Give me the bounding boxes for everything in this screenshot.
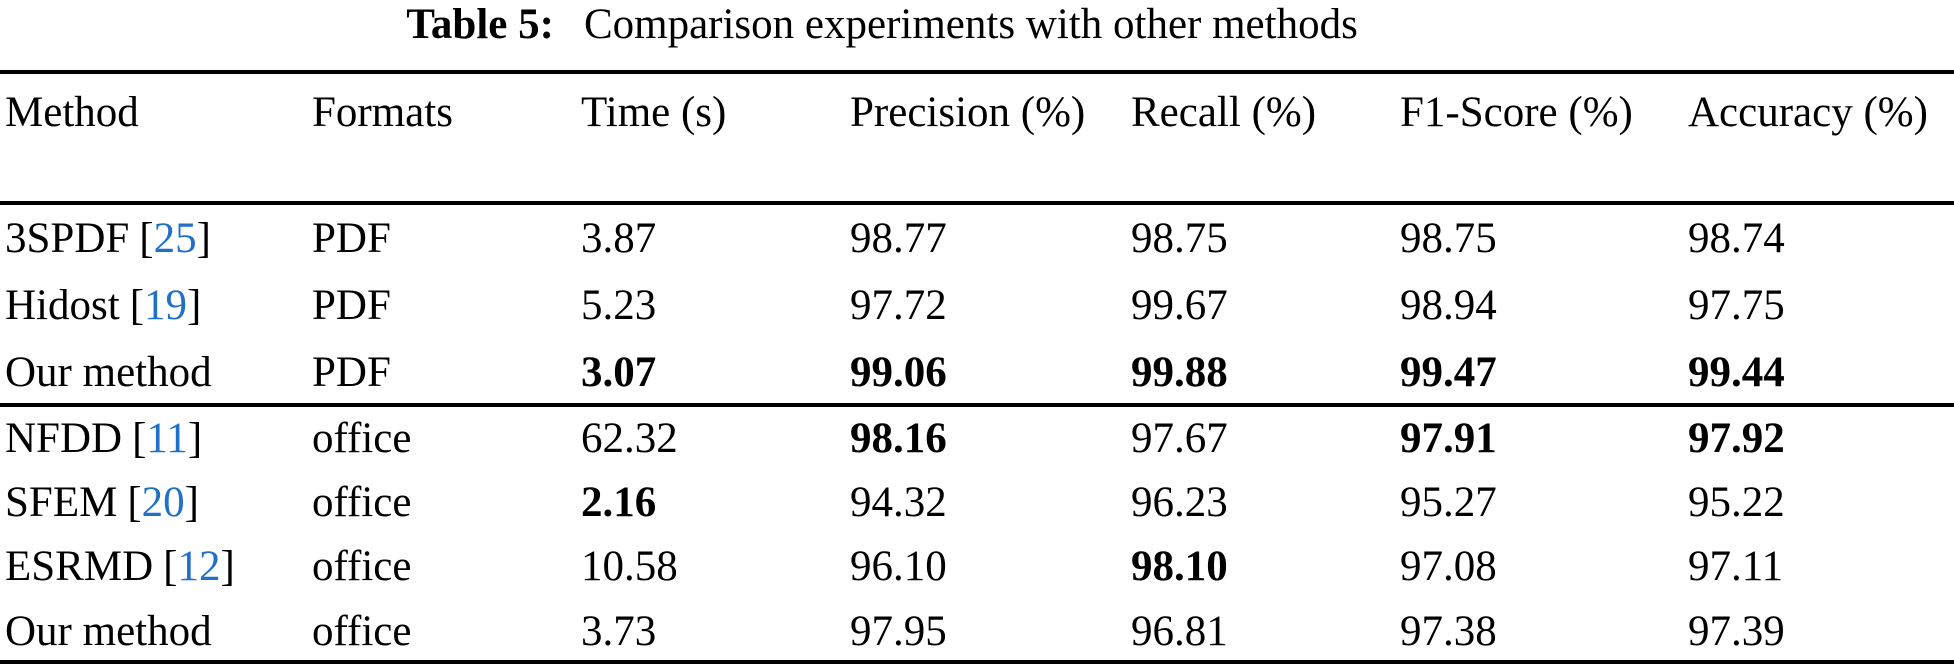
cell-time: 3.73	[581, 607, 657, 655]
header-row: Method Formats Time (s) Precision (%) Re…	[0, 74, 1954, 201]
citation-bracket: ]	[187, 281, 202, 329]
citation: [19]	[130, 282, 202, 329]
cell-f1: 98.94	[1400, 281, 1497, 329]
cell-accuracy: 99.44	[1688, 349, 1785, 397]
cell-precision: 97.95	[850, 607, 947, 655]
method-name: ESRMD	[5, 543, 154, 591]
cell-method: Our method	[0, 335, 312, 403]
col-header-formats: Formats	[312, 89, 453, 136]
col-header-f1-score: F1-Score (%)	[1400, 89, 1633, 136]
cell-f1: 97.91	[1400, 415, 1497, 463]
citation-bracket: ]	[187, 415, 203, 463]
cell-method: Hidost [19]	[0, 268, 312, 335]
citation-link[interactable]: 11	[146, 415, 188, 463]
cell-f1: 98.75	[1400, 214, 1497, 262]
cell-recall: 99.67	[1131, 281, 1228, 329]
cell-method: Our method	[0, 595, 312, 660]
cell-formats: office	[312, 543, 412, 591]
cell-f1: 97.38	[1400, 607, 1497, 655]
cell-precision: 99.06	[850, 349, 947, 397]
col-header-method: Method	[5, 89, 139, 136]
cell-recall: 98.10	[1131, 543, 1228, 591]
comparison-table: Method Formats Time (s) Precision (%) Re…	[0, 74, 1954, 660]
cell-formats: office	[312, 607, 412, 655]
table-row-3spdf: 3SPDF [25] PDF 3.87 98.77 98.75 98.75 98.…	[0, 201, 1954, 268]
cell-f1: 97.08	[1400, 543, 1497, 591]
table-row-our-method-office: Our method office 3.73 97.95 96.81 97.38…	[0, 595, 1954, 660]
cell-time: 5.23	[581, 281, 657, 329]
cell-precision: 98.77	[850, 214, 947, 262]
cell-time: 62.32	[581, 415, 678, 463]
cell-recall: 96.81	[1131, 607, 1228, 655]
cell-precision: 96.10	[850, 543, 947, 591]
cell-time: 3.07	[581, 349, 657, 397]
cell-recall: 99.88	[1131, 349, 1228, 397]
cell-accuracy: 97.39	[1688, 607, 1785, 655]
table-bottom-rule	[0, 660, 1954, 664]
cell-time: 10.58	[581, 543, 678, 591]
cell-formats: office	[312, 479, 412, 527]
citation: [20]	[127, 479, 199, 526]
cell-f1: 95.27	[1400, 479, 1497, 527]
table-row-hidost: Hidost [19] PDF 5.23 97.72 99.67 98.94 97…	[0, 268, 1954, 335]
table-row-esrmd: ESRMD [12] office 10.58 96.10 98.10 97.08…	[0, 531, 1954, 595]
citation-bracket: [	[139, 214, 154, 262]
col-header-accuracy: Accuracy (%)	[1688, 89, 1928, 136]
method-name: SFEM	[5, 479, 118, 527]
citation-link[interactable]: 19	[144, 281, 188, 329]
table-caption-text: Comparison experiments with other method…	[583, 1, 1358, 48]
cell-accuracy: 97.92	[1688, 415, 1785, 463]
cell-precision: 98.16	[850, 415, 947, 463]
cell-accuracy: 98.74	[1688, 214, 1785, 262]
citation-bracket: ]	[184, 479, 199, 527]
method-name: Our method	[5, 607, 212, 655]
cell-method: NFDD [11]	[0, 403, 312, 467]
cell-time: 3.87	[581, 214, 657, 262]
table-row-sfem: SFEM [20] office 2.16 94.32 96.23 95.27 9…	[0, 467, 1954, 531]
cell-method: ESRMD [12]	[0, 531, 312, 595]
table-row-our-method-pdf: Our method PDF 3.07 99.06 99.88 99.47 99…	[0, 335, 1954, 403]
citation-bracket: ]	[196, 214, 211, 262]
citation-link[interactable]: 25	[153, 214, 197, 262]
table-section-rule	[0, 403, 1954, 407]
cell-accuracy: 95.22	[1688, 479, 1785, 527]
cell-precision: 94.32	[850, 479, 947, 527]
table-row-nfdd: NFDD [11] office 62.32 98.16 97.67 97.91 …	[0, 403, 1954, 467]
cell-recall: 98.75	[1131, 214, 1228, 262]
cell-precision: 97.72	[850, 281, 947, 329]
cell-formats: PDF	[312, 214, 391, 262]
method-name: Hidost	[5, 281, 120, 329]
method-name: NFDD	[5, 415, 123, 463]
col-header-time: Time (s)	[581, 89, 727, 136]
col-header-recall: Recall (%)	[1131, 89, 1317, 136]
cell-formats: PDF	[312, 349, 391, 397]
cell-formats: office	[312, 415, 412, 463]
cell-time: 2.16	[581, 479, 657, 527]
table-caption: Table 5: Comparison experiments with othe…	[0, 0, 1954, 49]
cell-f1: 99.47	[1400, 349, 1497, 397]
method-name: 3SPDF	[5, 214, 130, 262]
citation-bracket: [	[132, 415, 147, 463]
cell-method: SFEM [20]	[0, 467, 312, 531]
table-number-label: Table 5:	[406, 1, 554, 48]
citation: [11]	[132, 415, 202, 462]
citation-link[interactable]: 20	[141, 479, 185, 527]
cell-method: 3SPDF [25]	[0, 201, 312, 268]
citation-bracket: [	[163, 543, 178, 591]
citation-bracket: [	[127, 479, 142, 527]
cell-accuracy: 97.75	[1688, 281, 1785, 329]
citation-bracket: [	[129, 281, 145, 329]
citation-link[interactable]: 12	[177, 543, 221, 591]
citation-bracket: ]	[220, 543, 235, 591]
table-header-rule	[0, 201, 1954, 205]
cell-recall: 97.67	[1131, 415, 1228, 463]
col-header-precision: Precision (%)	[850, 89, 1086, 136]
citation: [25]	[139, 215, 211, 262]
method-name: Our method	[5, 349, 212, 397]
cell-recall: 96.23	[1131, 479, 1228, 527]
cell-formats: PDF	[312, 281, 391, 329]
citation: [12]	[163, 543, 235, 590]
cell-accuracy: 97.11	[1688, 543, 1784, 591]
table-top-rule	[0, 70, 1954, 74]
